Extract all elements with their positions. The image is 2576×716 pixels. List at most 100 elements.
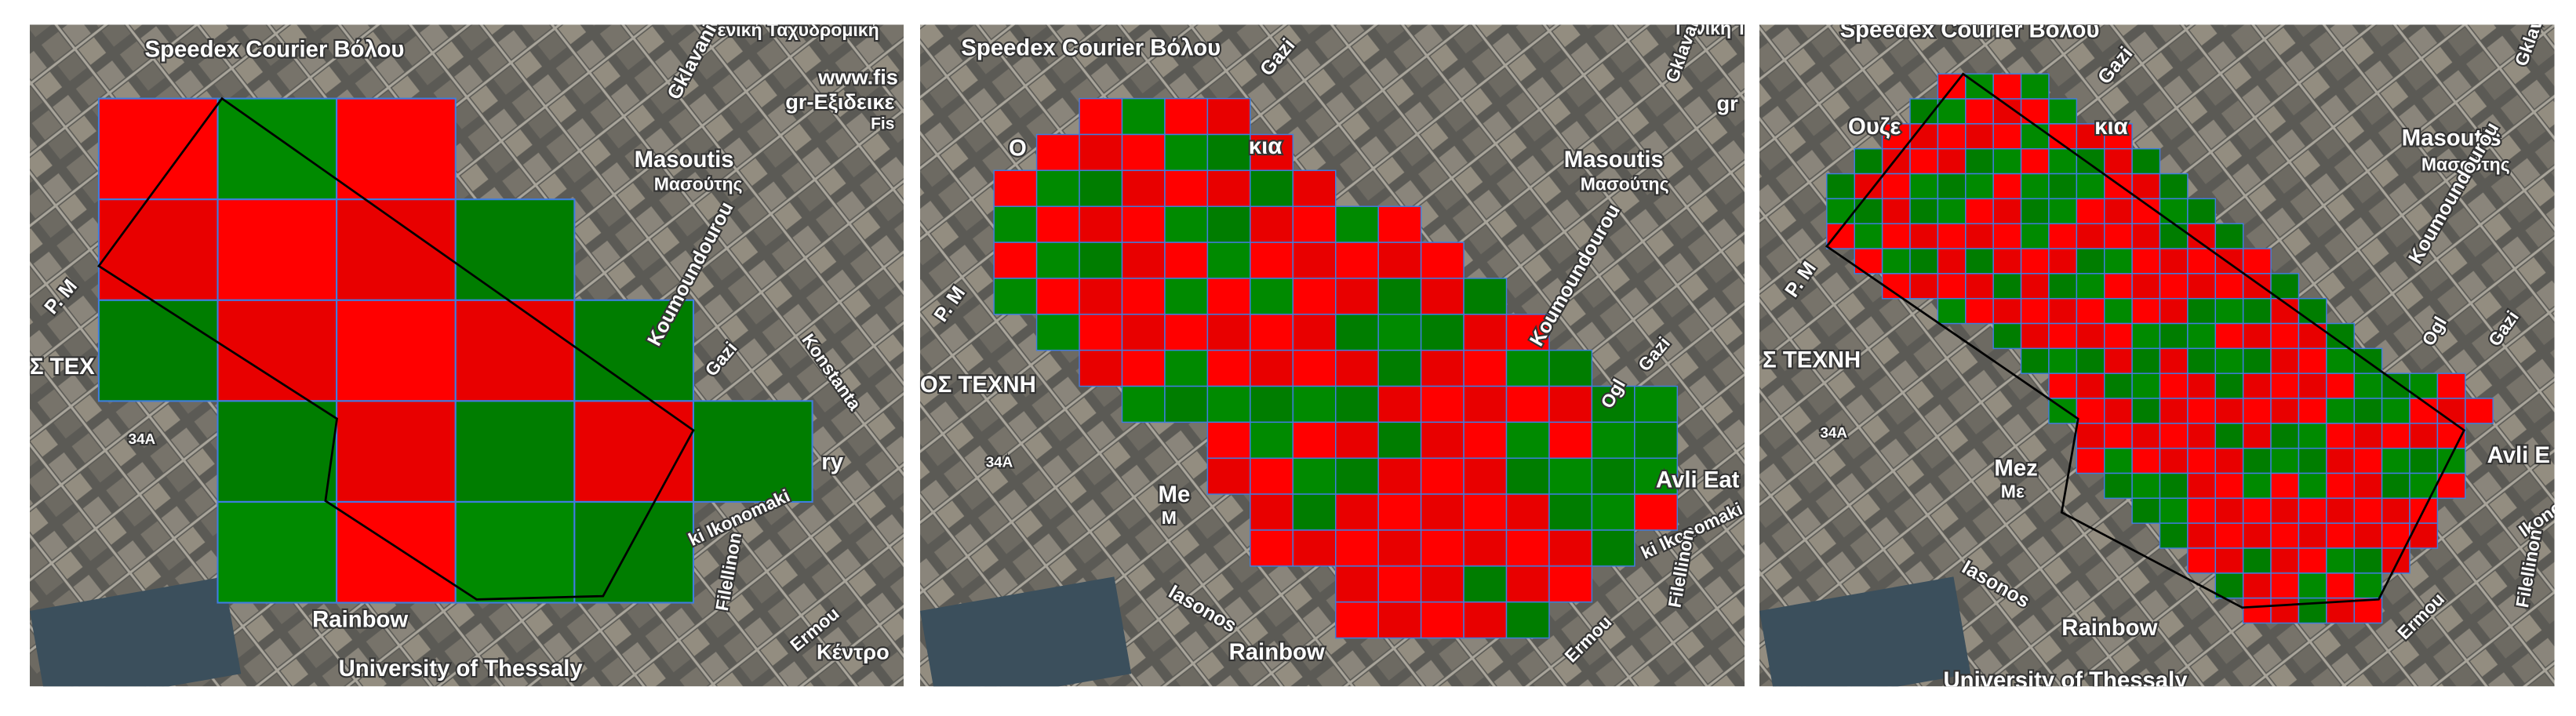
- green-cell: [1992, 147, 2022, 175]
- map-label: www.fis: [817, 65, 898, 89]
- red-cell: [2214, 447, 2244, 474]
- green-cell: [2242, 347, 2272, 374]
- green-cell: [1854, 223, 1883, 249]
- map-label: Speedex Courier Βόλου: [1840, 17, 2100, 43]
- red-cell: [1463, 601, 1508, 639]
- green-cell: [2020, 73, 2050, 100]
- red-cell: [1164, 314, 1209, 351]
- green-cell: [2214, 373, 2244, 399]
- green-cell: [2048, 98, 2078, 125]
- map-label: Masoutis: [635, 147, 734, 173]
- red-cell: [2104, 423, 2133, 449]
- red-cell: [1334, 529, 1379, 567]
- red-cell: [1881, 273, 1911, 300]
- green-cell: [1250, 278, 1294, 315]
- red-cell: [2076, 373, 2105, 399]
- red-cell: [2381, 522, 2410, 549]
- red-cell: [1292, 169, 1337, 207]
- red-cell: [1937, 223, 1967, 249]
- red-cell: [2270, 472, 2300, 500]
- red-cell: [2187, 472, 2217, 500]
- red-cell: [1992, 123, 2022, 150]
- red-cell: [1079, 278, 1123, 315]
- green-cell: [1965, 173, 1994, 200]
- map-label: Ουζε: [1848, 114, 1901, 140]
- red-cell: [2214, 472, 2244, 500]
- red-cell: [1292, 205, 1337, 243]
- red-cell: [2020, 248, 2050, 274]
- red-cell: [1377, 242, 1422, 279]
- red-cell: [2131, 223, 2161, 249]
- green-cell: [1079, 242, 1123, 279]
- red-cell: [2104, 223, 2133, 249]
- red-cell: [336, 299, 457, 402]
- red-cell: [2298, 547, 2327, 574]
- red-cell: [1250, 205, 1294, 243]
- map-label: Avli Eat: [1656, 467, 1740, 492]
- green-cell: [573, 500, 695, 604]
- red-cell: [1164, 242, 1209, 279]
- green-cell: [2242, 447, 2272, 474]
- red-cell: [2270, 522, 2300, 549]
- red-cell: [1420, 278, 1464, 315]
- red-cell: [1121, 242, 1166, 279]
- green-cell: [2020, 347, 2050, 374]
- map-label: ΟΣ ΤΕΧΝΗ: [920, 372, 1036, 398]
- red-cell: [1334, 493, 1379, 531]
- map-label: University of Thessaly: [339, 656, 584, 681]
- red-cell: [216, 198, 338, 301]
- green-cell: [1164, 205, 1209, 243]
- red-cell: [1505, 385, 1550, 423]
- green-cell: [1292, 493, 1337, 531]
- green-cell: [2076, 173, 2105, 200]
- green-cell: [1992, 273, 2022, 300]
- green-cell: [2214, 347, 2244, 374]
- green-cell: [1164, 349, 1209, 387]
- red-cell: [1206, 457, 1251, 495]
- red-cell: [2104, 147, 2133, 175]
- red-cell: [1035, 205, 1080, 243]
- red-cell: [1121, 205, 1166, 243]
- red-cell: [2076, 198, 2105, 224]
- green-cell: [2131, 398, 2161, 424]
- map-label: Fis: [871, 115, 894, 133]
- green-cell: [2159, 223, 2189, 249]
- red-cell: [216, 299, 338, 402]
- green-cell: [1334, 205, 1379, 243]
- red-cell: [1463, 529, 1508, 567]
- map-label: Avli E: [2487, 442, 2550, 468]
- map-label: O: [1009, 135, 1027, 161]
- red-cell: [2353, 447, 2383, 474]
- green-cell: [1909, 173, 1939, 200]
- green-cell: [2131, 472, 2161, 500]
- green-cell: [1035, 314, 1080, 351]
- red-cell: [2270, 497, 2300, 524]
- green-cell: [2131, 347, 2161, 374]
- green-cell: [1164, 278, 1209, 315]
- green-cell: [1937, 173, 1967, 200]
- green-cell: [2159, 522, 2189, 549]
- red-cell: [2381, 423, 2410, 449]
- green-cell: [2326, 347, 2355, 374]
- red-cell: [1992, 73, 2022, 100]
- red-cell: [1937, 248, 1967, 274]
- red-cell: [1937, 147, 1967, 175]
- red-cell: [1548, 421, 1593, 459]
- red-cell: [2048, 322, 2078, 350]
- harbour-water: [1759, 576, 1971, 687]
- red-cell: [1079, 314, 1123, 351]
- green-cell: [2159, 472, 2189, 500]
- red-cell: [573, 400, 695, 503]
- red-cell: [2048, 297, 2078, 325]
- red-cell: [2326, 447, 2355, 474]
- red-cell: [1965, 297, 1994, 325]
- green-cell: [1121, 97, 1166, 136]
- green-cell: [1292, 385, 1337, 423]
- red-cell: [1992, 198, 2022, 224]
- green-cell: [1463, 565, 1508, 603]
- red-cell: [2242, 522, 2272, 549]
- green-cell: [1079, 169, 1123, 207]
- green-cell: [2298, 423, 2327, 449]
- green-cell: [2298, 297, 2327, 325]
- green-cell: [454, 500, 576, 604]
